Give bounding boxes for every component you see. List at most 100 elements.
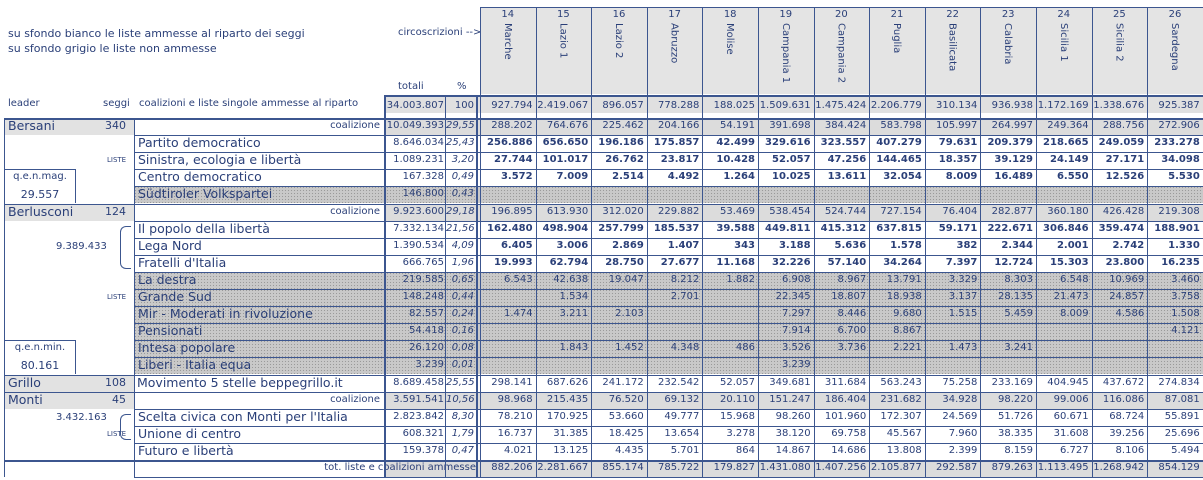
list-name: Unione di centro bbox=[138, 425, 242, 441]
cell-value: 1.508 bbox=[1171, 308, 1200, 320]
row-pct: 8,30 bbox=[451, 410, 474, 422]
cell-value: 3.188 bbox=[778, 239, 811, 251]
cell-value: 2.399 bbox=[948, 444, 978, 456]
cell-value: 3.526 bbox=[781, 342, 811, 354]
cell-value: 3.239 bbox=[781, 359, 811, 371]
row-divider bbox=[4, 374, 1203, 376]
leader-band-shade bbox=[4, 374, 134, 392]
cell-value: 274.834 bbox=[1158, 376, 1200, 388]
row-total: 7.332.134 bbox=[393, 222, 444, 234]
row-divider bbox=[134, 271, 1203, 273]
cell-value: 524.744 bbox=[824, 205, 867, 217]
region-name: Sicilia 2 bbox=[1113, 23, 1125, 62]
col-divider bbox=[4, 118, 5, 478]
cell-value: 5.494 bbox=[1171, 444, 1200, 456]
header-top-line bbox=[480, 7, 1203, 8]
row-total: 666.765 bbox=[402, 256, 444, 268]
cell-value: 53.469 bbox=[719, 205, 755, 217]
cell-value: 2.221 bbox=[893, 342, 922, 354]
list-name: Pensionati bbox=[138, 323, 203, 339]
leader-seats: 108 bbox=[105, 375, 126, 389]
cell-value: 218.665 bbox=[1043, 137, 1089, 149]
cell-value: 382 bbox=[956, 239, 978, 251]
region-number: 18 bbox=[723, 9, 737, 20]
cell-value: 3.241 bbox=[1004, 342, 1033, 354]
row-divider bbox=[134, 220, 1203, 222]
row-divider bbox=[4, 203, 1203, 205]
grand-total-row-shade bbox=[384, 96, 1203, 113]
row-divider bbox=[134, 237, 1203, 239]
list-name: Scelta civica con Monti per l'Italia bbox=[138, 408, 348, 424]
row-divider bbox=[134, 306, 1203, 308]
footer-value: 1.268.942 bbox=[1093, 462, 1145, 473]
region-number: 16 bbox=[612, 9, 626, 20]
excluded-row-shade bbox=[134, 340, 1203, 358]
leader-name: Monti bbox=[8, 391, 43, 407]
cell-value: 209.379 bbox=[987, 137, 1033, 149]
cell-value: 18.807 bbox=[831, 291, 867, 302]
cell-value: 21.473 bbox=[1053, 291, 1089, 302]
region-name: Calabria bbox=[1002, 23, 1014, 65]
region-name: Sardegna bbox=[1169, 23, 1180, 71]
cell-value: 486 bbox=[735, 342, 755, 354]
region-name: Puglia bbox=[891, 23, 902, 54]
region-name: Molise bbox=[724, 23, 736, 55]
cell-value: 8.867 bbox=[893, 325, 922, 337]
leader-band-shade bbox=[4, 391, 134, 409]
list-name: Sinistra, ecologia e libertà bbox=[138, 152, 302, 168]
cell-value: 5.701 bbox=[670, 444, 700, 456]
cell-value: 2.701 bbox=[670, 291, 700, 302]
row-pct: 0,01 bbox=[451, 359, 474, 371]
cell-value: 185.537 bbox=[653, 222, 700, 234]
row-divider bbox=[134, 186, 1203, 188]
cell-value: 13.808 bbox=[886, 444, 922, 456]
cell-value: 42.499 bbox=[716, 137, 755, 149]
region-number: 25 bbox=[1113, 9, 1126, 20]
cell-value: 22.345 bbox=[775, 291, 811, 302]
cell-value: 426.428 bbox=[1102, 205, 1145, 217]
cell-value: 298.141 bbox=[491, 376, 533, 388]
row-pct: 1,79 bbox=[451, 427, 474, 439]
row-total: 3.239 bbox=[415, 359, 444, 371]
cell-value: 79.631 bbox=[938, 137, 978, 149]
cell-value: 233.278 bbox=[1154, 137, 1200, 149]
cell-value: 42.638 bbox=[553, 273, 589, 285]
region-number: 17 bbox=[668, 9, 681, 20]
list-name: Mir - Moderati in rivoluzione bbox=[138, 306, 313, 322]
footer-value: 879.263 bbox=[991, 462, 1033, 473]
cell-value: 10.428 bbox=[716, 154, 755, 166]
qen-label: q.e.n.mag. bbox=[13, 171, 67, 183]
cell-value: 4.348 bbox=[670, 342, 700, 354]
cell-value: 3.758 bbox=[1171, 291, 1200, 302]
cell-value: 2.344 bbox=[1001, 239, 1033, 251]
cell-value: 23.817 bbox=[660, 154, 700, 166]
cell-value: 232.542 bbox=[658, 376, 700, 388]
cell-value: 31.608 bbox=[1053, 427, 1089, 439]
leader-seats: 124 bbox=[105, 204, 126, 218]
cell-value: 60.671 bbox=[1053, 410, 1089, 422]
cell-value: 7.914 bbox=[781, 325, 811, 337]
row-divider bbox=[4, 118, 1203, 120]
row-total: 159.378 bbox=[402, 444, 444, 456]
cell-value: 14.686 bbox=[831, 444, 867, 456]
cell-value: 437.672 bbox=[1102, 376, 1145, 388]
cell-value: 1.515 bbox=[948, 308, 978, 320]
cell-value: 415.312 bbox=[820, 222, 867, 234]
pct-header: % bbox=[457, 81, 467, 92]
cell-value: 3.137 bbox=[948, 291, 978, 302]
cell-value: 4.021 bbox=[503, 444, 533, 456]
cell-value: 27.171 bbox=[1105, 154, 1145, 166]
cell-value: 10.969 bbox=[1109, 273, 1145, 285]
cell-value: 4.435 bbox=[615, 444, 644, 456]
leader-band-shade bbox=[4, 203, 134, 221]
row-total: 146.800 bbox=[402, 188, 444, 200]
cell-value: 196.186 bbox=[598, 137, 644, 149]
leader-name: Grillo bbox=[8, 374, 41, 390]
col-divider bbox=[1091, 7, 1093, 478]
cell-value: 343 bbox=[734, 239, 755, 251]
row-divider bbox=[134, 289, 1203, 290]
list-name: La destra bbox=[138, 271, 197, 287]
cell-value: 1.330 bbox=[1168, 239, 1200, 251]
cell-value: 8.106 bbox=[1115, 444, 1145, 456]
region-total: 927.794 bbox=[491, 100, 533, 111]
